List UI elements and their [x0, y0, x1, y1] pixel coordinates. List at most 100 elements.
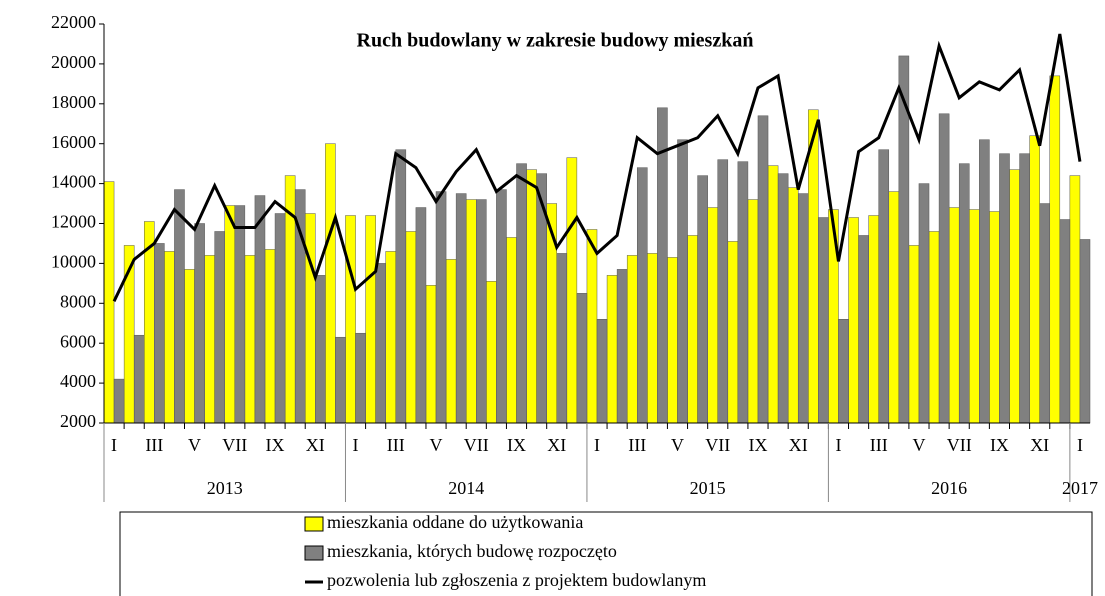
y-tick-label: 22000	[51, 12, 96, 32]
bar	[797, 193, 809, 424]
x-tick-label: IX	[748, 435, 767, 455]
bar	[526, 169, 537, 424]
bar	[566, 157, 578, 424]
bar	[304, 213, 316, 424]
bar	[194, 223, 205, 424]
bar	[425, 285, 437, 424]
bar	[586, 229, 598, 424]
bar	[254, 195, 266, 424]
x-tick-label: VII	[222, 435, 247, 455]
bar	[596, 319, 608, 424]
bar	[838, 319, 849, 424]
bar	[958, 163, 970, 424]
bar	[274, 213, 286, 424]
bar	[264, 249, 276, 424]
bar	[757, 115, 769, 424]
year-label: 2013	[207, 478, 243, 498]
bar	[103, 181, 115, 424]
x-tick-label: V	[912, 435, 925, 455]
bar	[234, 205, 246, 424]
x-tick-label: VII	[947, 435, 972, 455]
chart-title: Ruch budowlany w zakresie budowy mieszka…	[357, 30, 754, 52]
bar	[355, 332, 366, 424]
x-tick-label: IX	[266, 435, 285, 455]
bar	[113, 378, 125, 424]
bar	[657, 107, 668, 424]
bar	[707, 207, 718, 424]
bar	[848, 217, 859, 424]
legend-label: pozwolenia lub zgłoszenia z projektem bu…	[327, 570, 706, 590]
bar	[476, 199, 487, 424]
x-tick-label: VII	[705, 435, 730, 455]
bar	[687, 235, 698, 424]
bar	[667, 257, 678, 424]
bar	[375, 263, 386, 424]
bar	[626, 255, 638, 424]
legend-label: mieszkania oddane do użytkowania	[327, 512, 583, 532]
bar	[174, 189, 185, 424]
bar	[928, 231, 940, 424]
bar	[1019, 153, 1030, 424]
bar	[435, 191, 447, 424]
bar	[556, 253, 568, 424]
legend-swatch	[304, 516, 324, 532]
y-tick-label: 4000	[60, 371, 96, 391]
bar	[1049, 75, 1061, 424]
x-tick-label: XI	[306, 435, 325, 455]
bar	[1079, 239, 1091, 424]
x-tick-label: I	[835, 435, 841, 455]
bar	[486, 281, 497, 424]
bar	[204, 255, 215, 424]
bar	[405, 231, 417, 424]
bar	[325, 143, 336, 424]
bar	[516, 163, 527, 424]
bar	[506, 237, 517, 424]
bar	[616, 269, 628, 424]
bar	[878, 149, 890, 424]
x-tick-label: V	[671, 435, 684, 455]
x-tick-label: I	[594, 435, 600, 455]
legend-label: mieszkania, których budowę rozpoczęto	[327, 541, 617, 561]
bar	[576, 293, 588, 424]
y-tick-label: 8000	[60, 291, 96, 311]
x-tick-label: I	[353, 435, 359, 455]
bar	[496, 189, 507, 424]
bar	[717, 159, 729, 424]
bar	[1039, 203, 1051, 424]
bar	[747, 199, 759, 424]
bar	[636, 167, 648, 424]
y-tick-label: 6000	[60, 331, 96, 351]
bar	[999, 153, 1010, 424]
y-tick-label: 18000	[51, 92, 96, 112]
bar	[737, 161, 749, 424]
bar	[315, 275, 326, 424]
x-tick-label: XI	[547, 435, 566, 455]
year-label: 2015	[690, 478, 726, 498]
bar	[1029, 135, 1040, 424]
x-tick-label: IX	[990, 435, 1009, 455]
bar	[697, 175, 708, 424]
bar	[465, 199, 477, 424]
y-tick-label: 20000	[51, 52, 96, 72]
bar	[858, 235, 869, 424]
bar	[979, 139, 990, 424]
bar	[184, 269, 195, 424]
bar	[445, 259, 457, 424]
x-tick-label: VII	[464, 435, 489, 455]
x-tick-label: III	[870, 435, 888, 455]
bar	[164, 251, 175, 424]
bar	[224, 205, 236, 424]
bar	[385, 251, 397, 424]
bar	[244, 255, 256, 424]
x-tick-label: I	[1077, 435, 1083, 455]
y-tick-label: 2000	[60, 411, 96, 431]
bar	[777, 173, 789, 424]
bar	[345, 215, 356, 424]
bar	[767, 165, 779, 424]
bar	[787, 187, 799, 424]
bar	[395, 149, 407, 424]
x-tick-label: V	[188, 435, 201, 455]
bar	[948, 207, 960, 424]
bar	[1069, 175, 1081, 424]
